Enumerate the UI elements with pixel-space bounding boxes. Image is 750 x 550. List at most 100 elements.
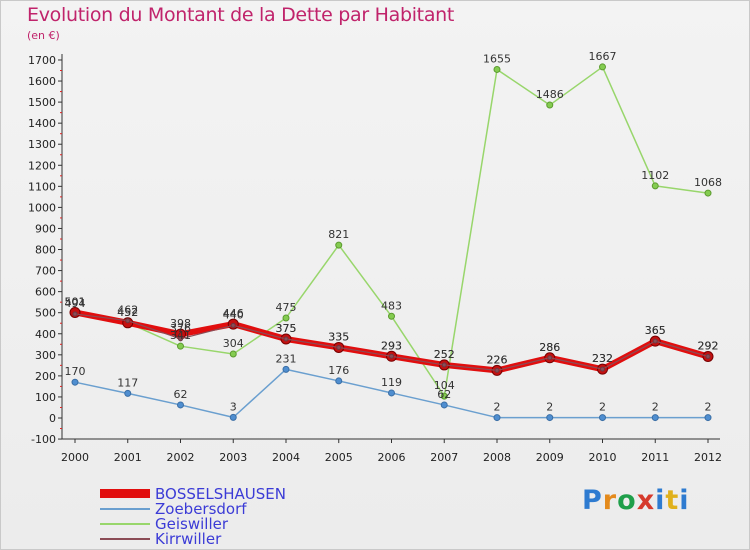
- data-point-geiswiller: [177, 342, 184, 350]
- data-label-geiswiller: 1486: [536, 88, 564, 101]
- data-point-zoebersdorf: [440, 401, 448, 409]
- data-point-zoebersdorf: [124, 389, 132, 397]
- data-point-kirrwiller: [230, 322, 236, 328]
- data-label-bosselshausen: 286: [539, 341, 560, 354]
- data-label-kirrwiller: 365: [645, 324, 666, 337]
- x-tick-label: 2003: [219, 451, 247, 464]
- data-point-zoebersdorf: [599, 414, 606, 422]
- data-label-zoebersdorf: 2: [494, 401, 501, 414]
- data-label-bosselshausen: 501: [65, 295, 86, 308]
- data-label-geiswiller: 104: [434, 379, 455, 392]
- y-tick-label: 200: [35, 370, 56, 383]
- y-tick-label: -100: [31, 433, 56, 446]
- y-tick-label: 0: [49, 412, 56, 425]
- data-label-bosselshausen: 292: [698, 340, 719, 353]
- data-label-geiswiller: 1667: [589, 50, 617, 63]
- data-label-zoebersdorf: 62: [174, 388, 188, 401]
- legend-swatch-bosselshausen: [100, 489, 150, 498]
- legend-item-kirrwiller: Kirrwiller: [100, 529, 286, 548]
- data-label-bosselshausen: 398: [170, 317, 191, 330]
- chart-title: Evolution du Montant de la Dette par Hab…: [27, 4, 455, 26]
- chart-axes: -100 0 100 200 300 400 500 600 700 800 900 1000 1100…: [28, 53, 722, 464]
- data-label-kirrwiller: 440: [223, 308, 244, 321]
- y-tick-label: 700: [35, 265, 56, 278]
- data-point-kirrwiller: [547, 355, 553, 361]
- chart-legend: BOSSELSHAUSEN Zoebersdorf Geiswiller Kir…: [100, 484, 286, 548]
- y-tick-label: 500: [35, 307, 56, 320]
- data-label-zoebersdorf: 2: [705, 401, 712, 414]
- data-label-kirrwiller: 375: [276, 322, 297, 335]
- legend-swatch-kirrwiller: [100, 537, 150, 540]
- data-label-bosselshausen: 365: [645, 324, 666, 337]
- x-tick-label: 2010: [589, 451, 617, 464]
- data-label-bosselshausen: 226: [487, 353, 508, 366]
- data-label-zoebersdorf: 2: [652, 401, 659, 414]
- y-tick-label: 1200: [28, 159, 56, 172]
- data-label-zoebersdorf: 2: [599, 401, 606, 414]
- data-label-bosselshausen: 375: [276, 322, 297, 335]
- legend-label-kirrwiller: Kirrwiller: [155, 529, 222, 548]
- data-point-zoebersdorf: [388, 389, 395, 397]
- x-tick-label: 2012: [694, 451, 722, 464]
- data-point-kirrwiller: [125, 318, 131, 324]
- data-label-geiswiller: 501: [65, 295, 86, 308]
- y-tick-label: 1700: [28, 54, 56, 67]
- data-point-geiswiller: [546, 101, 554, 109]
- legend-label-bosselshausen: BOSSELSHAUSEN: [155, 484, 286, 503]
- data-point-kirrwiller: [441, 362, 447, 368]
- data-point-zoebersdorf: [546, 414, 554, 422]
- data-point-geiswiller: [335, 241, 343, 249]
- x-tick-label: 2006: [378, 451, 406, 464]
- data-point-kirrwiller: [72, 311, 78, 317]
- y-tick-label: 1600: [28, 75, 56, 88]
- data-label-zoebersdorf: 176: [328, 364, 349, 377]
- x-tick-label: 2002: [167, 451, 195, 464]
- data-label-kirrwiller: 252: [434, 348, 455, 361]
- data-point-kirrwiller: [600, 366, 605, 372]
- data-label-bosselshausen: 252: [434, 348, 455, 361]
- data-point-geiswiller: [388, 312, 395, 320]
- data-point-kirrwiller: [705, 354, 711, 360]
- data-label-bosselshausen: 452: [117, 306, 138, 319]
- y-tick-label: 800: [35, 244, 56, 257]
- data-point-zoebersdorf: [651, 414, 659, 422]
- data-label-zoebersdorf: 119: [381, 376, 402, 389]
- x-tick-label: 2005: [325, 451, 353, 464]
- y-tick-label: 400: [35, 328, 56, 341]
- legend-item-geiswiller: Geiswiller: [100, 514, 286, 533]
- x-tick-label: 2011: [641, 451, 669, 464]
- legend-swatch-geiswiller: [100, 522, 150, 525]
- y-tick-label: 600: [35, 286, 56, 299]
- data-label-kirrwiller: 286: [539, 341, 560, 354]
- data-label-kirrwiller: 494: [65, 297, 86, 310]
- data-point-geiswiller: [493, 65, 501, 73]
- y-tick-label: 900: [35, 222, 56, 235]
- data-label-geiswiller: 1102: [641, 169, 669, 182]
- data-point-geiswiller: [704, 189, 712, 197]
- data-label-zoebersdorf: 3: [230, 400, 237, 413]
- legend-item-zoebersdorf: Zoebersdorf: [100, 500, 286, 518]
- data-point-kirrwiller: [178, 336, 183, 342]
- proxiti-logo: Proxiti: [582, 485, 690, 516]
- data-point-kirrwiller: [283, 336, 289, 342]
- legend-label-geiswiller: Geiswiller: [155, 514, 229, 533]
- data-label-zoebersdorf: 2: [546, 401, 553, 414]
- data-label-kirrwiller: 293: [381, 339, 402, 352]
- data-point-zoebersdorf: [71, 378, 79, 386]
- data-point-kirrwiller: [389, 353, 394, 359]
- y-tick-label: 1300: [28, 138, 56, 151]
- x-tick-label: 2001: [114, 451, 142, 464]
- series-lines: [69, 63, 714, 422]
- data-label-bosselshausen: 335: [328, 330, 349, 343]
- data-label-kirrwiller: 335: [328, 330, 349, 343]
- data-point-zoebersdorf: [229, 413, 237, 421]
- data-label-kirrwiller: 232: [592, 352, 613, 365]
- data-label-geiswiller: 341: [170, 329, 191, 342]
- data-point-geiswiller: [229, 350, 237, 358]
- data-point-geiswiller: [599, 63, 606, 71]
- data-label-bosselshausen: 446: [223, 307, 244, 320]
- data-label-geiswiller: 1068: [694, 176, 722, 189]
- data-label-geiswiller: 475: [276, 301, 297, 314]
- data-label-bosselshausen: 293: [381, 339, 402, 352]
